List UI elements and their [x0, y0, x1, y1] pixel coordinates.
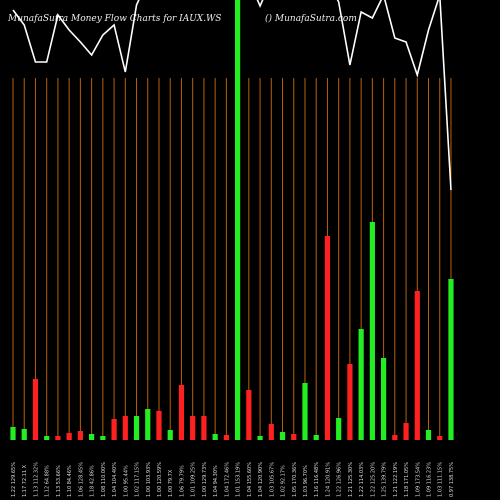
bar [392, 435, 398, 440]
bar [291, 434, 297, 440]
bar [235, 0, 241, 440]
bar [279, 432, 286, 440]
x-tick-label: 1.00 129.73% [202, 462, 208, 497]
bar [380, 358, 387, 440]
bar [77, 431, 83, 440]
x-tick-label: 1.04 104.40% [112, 462, 118, 497]
x-tick-label: 1.09 116.23% [427, 462, 433, 497]
x-tick-label: 1.09 173.54% [415, 462, 421, 497]
bar [302, 383, 308, 440]
bar [21, 429, 27, 440]
x-tick-label: 1.13 53.66% [56, 465, 62, 497]
bar [156, 411, 162, 440]
chart-subtitle: () MunafaSutra.com [265, 13, 357, 24]
bar [32, 379, 39, 440]
bar [89, 434, 95, 440]
bar [448, 279, 454, 440]
bar [223, 435, 229, 440]
x-tick-label: 1.01 109.25% [191, 462, 197, 497]
bar [358, 329, 364, 440]
bar [336, 418, 342, 440]
bar [167, 430, 173, 440]
bar [425, 430, 432, 440]
bar [268, 424, 274, 440]
x-tick-label: 1.00 79.7X [168, 469, 174, 497]
x-tick-label: 1.18 42.86% [90, 465, 96, 497]
x-tick-label: 1.03 96.70% [303, 465, 309, 497]
bar [246, 390, 252, 440]
x-tick-label: 1.22 125.20% [370, 462, 376, 497]
bar [212, 434, 218, 440]
x-tick-label: 1.04 155.60% [247, 462, 253, 497]
bar [369, 222, 375, 440]
x-tick-label: 1.00 95.44% [123, 465, 129, 497]
bar [145, 409, 151, 440]
x-tick-label: 1.02 92.17% [281, 465, 287, 497]
x-tick-label: 1.18 171.05% [404, 462, 410, 497]
x-tick-label: 1.12 64.88% [45, 465, 51, 497]
bar [66, 433, 72, 440]
x-tick-label: 0.97 138.75% [449, 462, 455, 497]
x-tick-label: 1.21 122.19% [393, 462, 399, 497]
bar [437, 436, 443, 440]
x-tick-label: 1.22 126.96% [337, 462, 343, 497]
x-tick-label: 1.21 125.30% [348, 462, 354, 497]
x-tick-label: 1.00 120.59% [157, 462, 163, 497]
x-tick-label: 1.13 112.32% [33, 462, 39, 497]
x-tick-label: 1.05 170.36% [292, 462, 298, 497]
x-tick-label: 1.25 139.79% [382, 462, 388, 497]
plot: 1.22 129.65% 1.17 72.11 X 1.13 112.32% 1.12… [10, 0, 455, 497]
x-tick-label: 1.02 117.15% [135, 462, 141, 497]
x-tick-label: 1.06 79.79% [179, 465, 185, 497]
bar [257, 436, 263, 440]
bar [201, 416, 207, 440]
bar [10, 427, 16, 440]
x-tick-label: 1.17 72.11 X [22, 464, 28, 497]
x-tick-label: 1.22 114.03% [359, 462, 365, 497]
x-tick-label: 1.24 120.91% [325, 462, 331, 497]
x-tick-label: 1.16 116.48% [314, 462, 320, 497]
x-tick-label: 1.04 172.46% [224, 462, 230, 497]
bar [313, 435, 319, 440]
x-tick-label: 1.22 129.65% [11, 462, 17, 497]
bar [133, 416, 140, 440]
x-tick-label: 1.03 105.67% [269, 462, 275, 497]
x-tick-label: 1.04 120.90% [258, 462, 264, 497]
bar [414, 291, 420, 440]
bar [347, 364, 353, 440]
bar [111, 419, 117, 440]
x-tick-label: 1.03 111.15% [438, 462, 444, 497]
x-tick-label: 1.10 84.46% [67, 465, 73, 497]
bar [190, 416, 196, 440]
chart-title: MunafaSutra Money Flow Charts for IAUX.W… [7, 14, 221, 24]
x-tick-label: 1.04 94.30% [213, 465, 219, 497]
x-tick-label: 1.00 103.93% [146, 462, 152, 497]
bar [100, 436, 106, 440]
x-tick-label: 1.01 153.19% [236, 462, 242, 497]
x-tick-label: 1.06 128.45% [78, 462, 84, 497]
x-tick-label: 1.08 110.00% [101, 462, 107, 497]
bar [122, 416, 128, 440]
bar [178, 385, 185, 440]
bar [324, 236, 331, 440]
bar [55, 436, 61, 440]
money-flow-line [12, 0, 452, 191]
bar [403, 423, 409, 440]
bar [44, 436, 50, 440]
